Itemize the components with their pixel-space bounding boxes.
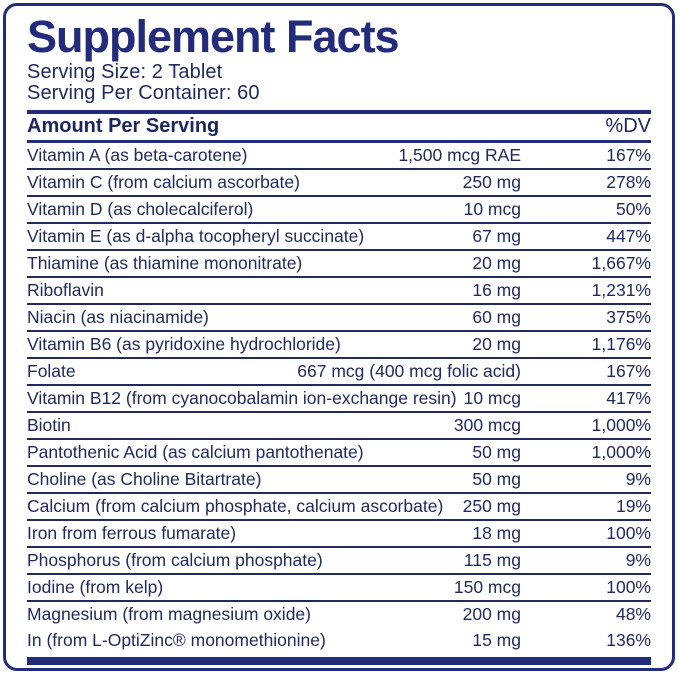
nutrient-dv: 1,000%: [591, 441, 651, 462]
table-row: Folate 667 mcg (400 mcg folic acid) 167%: [27, 359, 651, 386]
nutrient-dv: 167%: [606, 144, 651, 165]
table-row: Riboflavin 16 mg 1,231%: [27, 278, 651, 305]
table-row: Vitamin B12 (from cyanocobalamin ion-exc…: [27, 386, 651, 413]
nutrient-amount: 10 mcg: [463, 198, 521, 219]
table-row: Iodine (from kelp) 150 mcg 100%: [27, 575, 651, 602]
nutrient-name: Pantothenic Acid (as calcium pantothenat…: [27, 441, 364, 462]
nutrient-amount: 20 mg: [472, 252, 521, 273]
nutrient-amount: 10 mcg: [463, 387, 521, 408]
nutrient-amount: 115 mg: [463, 549, 521, 570]
table-row: Pantothenic Acid (as calcium pantothenat…: [27, 440, 651, 467]
nutrient-dv: 9%: [625, 549, 651, 570]
nutrient-name: Calcium (from calcium phosphate, calcium…: [27, 495, 444, 516]
nutrient-amount: 18 mg: [472, 522, 521, 543]
nutrient-dv: 1,176%: [591, 333, 651, 354]
nutrient-name: Vitamin E (as d-alpha tocopheryl succina…: [27, 225, 365, 246]
supplement-facts-panel: Supplement Facts Serving Size: 2 Tablet …: [3, 3, 675, 671]
table-column-header: Amount Per Serving %DV: [27, 114, 651, 143]
nutrient-amount: 250 mg: [462, 495, 521, 516]
nutrient-amount: 16 mg: [472, 279, 521, 300]
nutrient-dv: 50%: [615, 198, 651, 219]
nutrient-dv: 375%: [606, 306, 651, 327]
percent-dv-header: %DV: [605, 115, 651, 138]
table-row: In (from L-OptiZinc® monomethionine) 15 m…: [27, 628, 651, 654]
table-row: Vitamin E (as d-alpha tocopheryl succina…: [27, 224, 651, 251]
nutrient-table: Vitamin A (as beta-carotene) 1,500 mcg RA…: [27, 143, 651, 654]
nutrient-dv: 1,231%: [591, 279, 651, 300]
nutrient-name: Vitamin C (from calcium ascorbate): [27, 171, 300, 192]
nutrient-dv: 417%: [606, 387, 651, 408]
nutrient-amount: 60 mg: [472, 306, 521, 327]
nutrient-dv: 278%: [606, 171, 651, 192]
nutrient-name: Iodine (from kelp): [27, 576, 164, 597]
nutrient-amount: 150 mcg: [453, 576, 521, 597]
nutrient-amount: 15 mg: [472, 630, 521, 651]
table-row: Biotin 300 mcg 1,000%: [27, 413, 651, 440]
table-row: Choline (as Choline Bitartrate) 50 mg 9%: [27, 467, 651, 494]
nutrient-name: Riboflavin: [27, 279, 104, 300]
nutrient-name: Vitamin A (as beta-carotene): [27, 144, 248, 165]
nutrient-amount: 300 mcg: [453, 414, 521, 435]
table-row: Niacin (as niacinamide) 60 mg 375%: [27, 305, 651, 332]
nutrient-dv: 447%: [606, 225, 651, 246]
bottom-bar: [27, 656, 651, 665]
nutrient-name: Choline (as Choline Bitartrate): [27, 468, 262, 489]
page-title: Supplement Facts: [27, 11, 400, 62]
header-thick-rule: [27, 109, 651, 114]
nutrient-name: Thiamine (as thiamine mononitrate): [27, 252, 303, 273]
table-row: Vitamin A (as beta-carotene) 1,500 mcg RA…: [27, 143, 651, 170]
nutrient-amount: 200 mg: [462, 604, 521, 625]
nutrient-name: Niacin (as niacinamide): [27, 306, 209, 327]
nutrient-dv: 1,000%: [591, 414, 651, 435]
servings-per-container-text: Serving Per Container: 60: [27, 82, 260, 105]
table-row: Vitamin D (as cholecalciferol) 10 mcg 50%: [27, 197, 651, 224]
nutrient-name: Folate: [27, 360, 76, 381]
nutrient-name: Magnesium (from magnesium oxide): [27, 604, 311, 625]
nutrient-dv: 48%: [615, 604, 651, 625]
nutrient-amount: 250 mg: [462, 171, 521, 192]
nutrient-name: Iron from ferrous fumarate): [27, 522, 237, 543]
table-row: Magnesium (from magnesium oxide) 200 mg 48…: [27, 602, 651, 628]
nutrient-dv: 100%: [606, 576, 651, 597]
nutrient-amount: 1,500 mcg RAE: [398, 144, 521, 165]
nutrient-dv: 136%: [606, 630, 651, 651]
nutrient-amount: 67 mg: [472, 225, 521, 246]
nutrient-amount: 50 mg: [472, 441, 521, 462]
nutrient-amount: 667 mcg (400 mcg folic acid): [297, 360, 521, 381]
nutrient-dv: 1,667%: [591, 252, 651, 273]
nutrient-name: Vitamin B6 (as pyridoxine hydrochloride): [27, 333, 341, 354]
nutrient-dv: 19%: [615, 495, 651, 516]
table-row: Vitamin B6 (as pyridoxine hydrochloride)…: [27, 332, 651, 359]
table-row: Vitamin C (from calcium ascorbate) 250 mg…: [27, 170, 651, 197]
nutrient-dv: 9%: [625, 468, 651, 489]
serving-size-text: Serving Size: 2 Tablet: [27, 60, 223, 83]
nutrient-name: Vitamin B12 (from cyanocobalamin ion-exc…: [27, 387, 457, 408]
nutrient-name: Biotin: [27, 414, 71, 435]
nutrient-dv: 100%: [606, 522, 651, 543]
nutrient-dv: 167%: [606, 360, 651, 381]
nutrient-name: In (from L-OptiZinc® monomethionine): [27, 630, 326, 651]
amount-per-serving-header: Amount Per Serving: [27, 115, 220, 138]
nutrient-amount: 20 mg: [472, 333, 521, 354]
table-row: Calcium (from calcium phosphate, calcium…: [27, 494, 651, 521]
nutrient-amount: 50 mg: [472, 468, 521, 489]
nutrient-name: Phosphorus (from calcium phosphate): [27, 549, 323, 570]
table-row: Iron from ferrous fumarate) 18 mg 100%: [27, 521, 651, 548]
nutrient-name: Vitamin D (as cholecalciferol): [27, 198, 254, 219]
table-row: Thiamine (as thiamine mononitrate) 20 mg 1…: [27, 251, 651, 278]
table-row: Phosphorus (from calcium phosphate) 115 m…: [27, 548, 651, 575]
